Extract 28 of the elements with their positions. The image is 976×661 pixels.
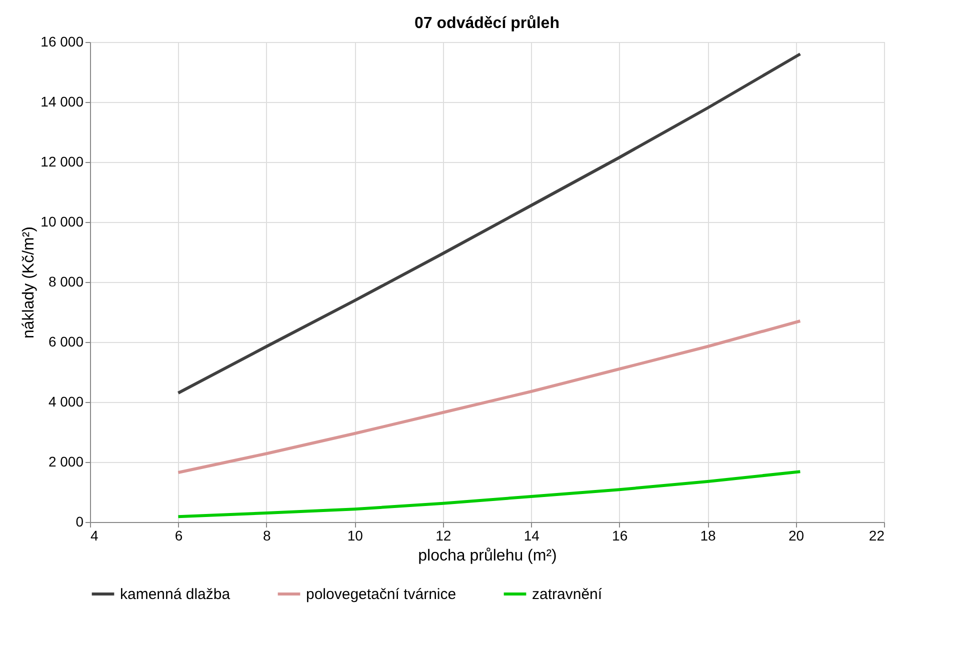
legend-label: polovegetační tvárnice — [306, 586, 456, 603]
line-series — [176, 470, 802, 518]
x-tick-label: 20 — [788, 528, 804, 544]
y-tick-label: 0 — [76, 514, 84, 530]
y-tick-label: 16 000 — [40, 34, 84, 50]
x-tick-label: 10 — [347, 528, 364, 544]
x-tick-label: 16 — [612, 528, 628, 544]
chart-title: 07 odváděcí průleh — [414, 15, 560, 32]
y-tick-label: 10 000 — [40, 214, 84, 230]
x-tick-label: 14 — [524, 528, 540, 544]
x-tick-label: 22 — [868, 528, 885, 544]
x-tick-label: 6 — [174, 528, 183, 544]
y-tick-label: 4 000 — [48, 394, 84, 410]
x-tick-label: 18 — [700, 528, 716, 544]
y-tick-label: 6 000 — [48, 334, 84, 350]
y-axis-title: náklady (Kč/m²) — [20, 226, 38, 339]
y-tick-label: 2 000 — [48, 454, 84, 470]
y-tick-label: 12 000 — [40, 154, 84, 170]
x-axis-title: plocha průlehu (m²) — [418, 548, 557, 564]
x-tick-label: 8 — [263, 528, 272, 544]
legend-label: zatravnění — [532, 586, 603, 603]
x-tick-label: 12 — [436, 528, 452, 544]
line-series — [176, 52, 802, 394]
x-tick-label: 4 — [90, 528, 98, 544]
legend-label: kamenná dlažba — [120, 586, 231, 603]
line-series — [176, 320, 802, 474]
y-tick-label: 14 000 — [40, 94, 84, 110]
y-tick-label: 8 000 — [48, 274, 84, 290]
